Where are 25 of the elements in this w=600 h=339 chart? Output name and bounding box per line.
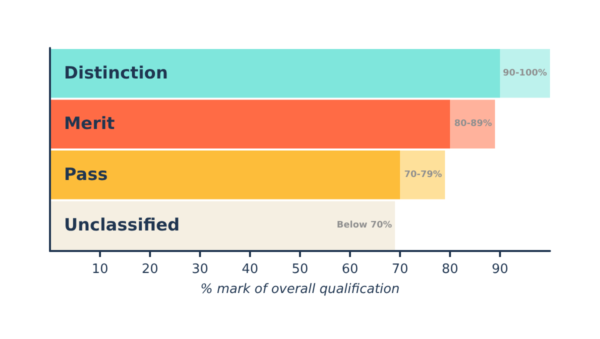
- x-tick-label: 60: [342, 262, 358, 277]
- x-tick-label: 70: [392, 262, 408, 277]
- annotation: 90-100%: [502, 68, 547, 78]
- x-tick-label: 80: [442, 262, 458, 277]
- y-tick-label: Unclassified: [64, 216, 180, 236]
- y-tick-label: Distinction: [64, 63, 168, 84]
- x-axis-title: % mark of overall qualification: [200, 282, 400, 297]
- bar: [500, 49, 550, 98]
- x-tick-label: 40: [242, 262, 258, 277]
- y-tick-label: Merit: [64, 114, 115, 134]
- annotation: 80-89%: [454, 119, 492, 130]
- bar: [50, 49, 500, 98]
- x-tick-label: 10: [92, 262, 108, 277]
- bar: [450, 100, 495, 148]
- x-tick-label: 90: [492, 262, 508, 277]
- bar: [50, 150, 400, 200]
- annotation: 70-79%: [404, 170, 442, 180]
- annotation: Below 70%: [336, 220, 392, 231]
- y-tick-label: Pass: [64, 164, 108, 185]
- x-tick-label: 30: [192, 262, 208, 277]
- bar: [400, 150, 445, 200]
- x-tick-label: 20: [142, 262, 158, 277]
- x-tick-label: 50: [292, 262, 308, 277]
- bar: [50, 100, 450, 148]
- bar: [50, 201, 395, 250]
